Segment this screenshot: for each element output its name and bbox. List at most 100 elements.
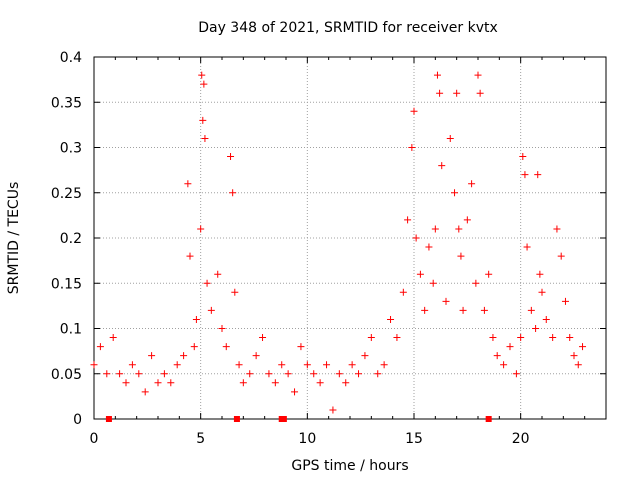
data-point: [574, 361, 582, 369]
data-point: [517, 334, 525, 342]
data-point: [203, 279, 211, 287]
data-point: [566, 334, 574, 342]
data-point: [431, 225, 439, 233]
data-point: [199, 116, 207, 124]
chart-title: Day 348 of 2021, SRMTID for receiver kvt…: [198, 20, 498, 36]
data-point: [561, 297, 569, 305]
data-point: [367, 334, 375, 342]
data-point: [252, 352, 260, 360]
data-point: [148, 352, 156, 360]
data-point: [303, 361, 311, 369]
data-point: [348, 361, 356, 369]
y-tick-label: 0.05: [51, 367, 82, 383]
data-point: [404, 216, 412, 224]
gap-markers: [105, 416, 492, 422]
data-point: [380, 361, 388, 369]
y-tick-label: 0: [73, 412, 82, 428]
data-point: [128, 361, 136, 369]
gap-marker: [105, 416, 112, 422]
data-point: [184, 180, 192, 188]
data-point: [316, 379, 324, 387]
data-point: [239, 379, 247, 387]
data-point: [579, 343, 587, 351]
data-point: [214, 270, 222, 278]
data-point: [342, 379, 350, 387]
data-point: [200, 80, 208, 88]
data-point: [291, 388, 299, 396]
data-point: [523, 243, 531, 251]
data-point: [459, 306, 467, 314]
data-point: [173, 361, 181, 369]
data-point: [442, 297, 450, 305]
data-point: [527, 306, 535, 314]
data-point: [103, 370, 111, 378]
data-point: [474, 71, 482, 79]
x-axis-tick-labels: 0 5 10 15 20: [90, 431, 530, 447]
x-tick-label: 20: [512, 431, 530, 447]
data-point: [453, 89, 461, 97]
data-points: [90, 71, 587, 414]
data-point: [329, 406, 337, 414]
data-point: [190, 343, 198, 351]
data-point: [393, 334, 401, 342]
data-point: [457, 252, 465, 260]
y-axis-tick-labels: 0 0.05 0.1 0.15 0.2 0.25 0.3 0.35 0.4: [51, 50, 82, 428]
data-point: [186, 252, 194, 260]
data-point: [570, 352, 578, 360]
data-point: [519, 153, 527, 161]
data-point: [361, 352, 369, 360]
data-point: [485, 270, 493, 278]
data-point: [438, 162, 446, 170]
data-point: [476, 89, 484, 97]
data-point: [500, 361, 508, 369]
y-tick-label: 0.25: [51, 186, 82, 202]
data-point: [180, 352, 188, 360]
data-point: [412, 234, 420, 242]
data-point: [246, 370, 254, 378]
gap-marker: [280, 416, 287, 422]
gap-marker: [485, 416, 492, 422]
data-point: [534, 171, 542, 179]
y-tick-label: 0.2: [60, 231, 82, 247]
data-point: [323, 361, 331, 369]
data-point: [463, 216, 471, 224]
data-point: [229, 189, 237, 197]
data-point: [468, 180, 476, 188]
data-point: [259, 334, 267, 342]
data-point: [549, 334, 557, 342]
data-point: [489, 334, 497, 342]
data-point: [109, 334, 117, 342]
data-point: [536, 270, 544, 278]
data-point: [207, 306, 215, 314]
x-tick-label: 0: [90, 431, 99, 447]
data-point: [201, 134, 209, 142]
data-point: [410, 107, 418, 115]
y-tick-label: 0.1: [60, 322, 82, 338]
data-point: [218, 325, 226, 332]
data-point: [472, 279, 480, 287]
data-point: [532, 325, 540, 332]
data-point: [493, 352, 501, 360]
y-tick-label: 0.3: [60, 141, 82, 157]
data-point: [222, 343, 230, 351]
data-point: [416, 270, 424, 278]
y-axis-label: SRMTID / TECUs: [6, 182, 22, 295]
data-point: [90, 361, 98, 369]
data-point: [96, 343, 104, 351]
x-tick-label: 10: [298, 431, 316, 447]
data-point: [141, 388, 149, 396]
data-point: [335, 370, 343, 378]
data-point: [480, 306, 488, 314]
data-point: [538, 288, 546, 296]
data-point: [374, 370, 382, 378]
data-point: [446, 134, 454, 142]
gap-marker: [233, 416, 240, 422]
data-point: [455, 225, 463, 233]
data-point: [521, 171, 529, 179]
data-point: [408, 144, 416, 151]
data-point: [167, 379, 175, 387]
data-point: [278, 361, 286, 369]
data-point: [271, 379, 279, 387]
y-tick-label: 0.15: [51, 276, 82, 292]
